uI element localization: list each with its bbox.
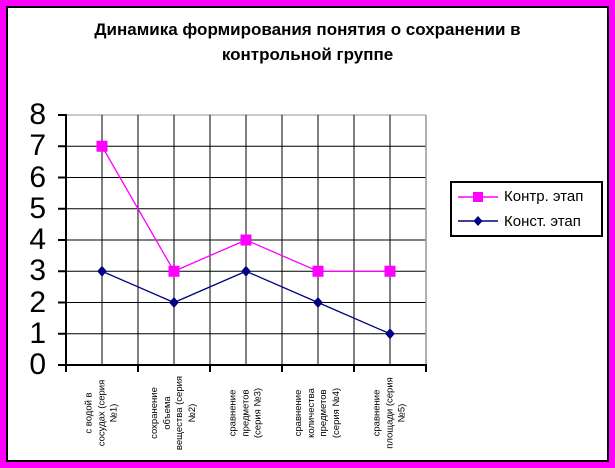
y-axis-tick-label-0: 0 [29, 348, 46, 381]
y-axis-tick-label-8: 8 [29, 98, 46, 131]
legend-square-marker-icon [458, 191, 498, 202]
legend-label-0: Контр. этап [504, 188, 584, 206]
data-point-marker-1-2 [241, 265, 251, 277]
legend-entry-1: Конст. этап [458, 210, 601, 232]
data-point-marker-0-3 [312, 265, 324, 277]
data-point-marker-0-2 [240, 234, 252, 246]
plot-area-svg [58, 114, 427, 372]
legend-diamond-marker-icon [458, 216, 498, 227]
data-point-marker-0-1 [168, 265, 180, 277]
chart-title-line1: Динамика формирования понятия о сохранен… [94, 20, 521, 39]
x-axis-category-label-3: сравнение предметов (серия №3) [227, 387, 264, 439]
y-axis-tick-label-5: 5 [29, 191, 46, 225]
y-axis-tick-label-2: 2 [29, 285, 46, 319]
y-axis-tick-label-3: 3 [29, 254, 46, 288]
chart-canvas: Динамика формирования понятия о сохранен… [6, 6, 609, 462]
x-axis-category-label-2: сохранение объема вещества (серия №2) [149, 375, 198, 451]
data-point-marker-1-4 [385, 328, 395, 340]
chart-title-line2: контрольной группе [221, 45, 394, 64]
chart-title: Динамика формирования понятия о сохранен… [8, 17, 607, 67]
x-axis-category-label-1: с водой в сосудах (серия №1) [83, 379, 120, 447]
data-point-marker-1-3 [313, 297, 323, 308]
x-axis-category-label-5: сравнение площади (серия №5) [371, 377, 408, 449]
legend-label-1: Конст. этап [504, 212, 581, 230]
y-axis-tick-label-4: 4 [29, 223, 46, 256]
data-point-marker-0-4 [384, 265, 396, 277]
data-point-marker-1-0 [97, 265, 107, 277]
legend-entry-0: Контр. этап [458, 186, 601, 208]
data-point-marker-1-1 [169, 297, 179, 308]
y-axis-tick-label-7: 7 [29, 129, 46, 163]
data-point-marker-0-0 [96, 140, 108, 152]
y-axis-tick-label-1: 1 [29, 316, 46, 350]
x-axis-category-label-4: сравнение количества предметов (серия №4… [293, 387, 342, 439]
y-axis-tick-label-6: 6 [29, 160, 46, 194]
legend: Контр. этап Конст. этап [450, 181, 603, 237]
